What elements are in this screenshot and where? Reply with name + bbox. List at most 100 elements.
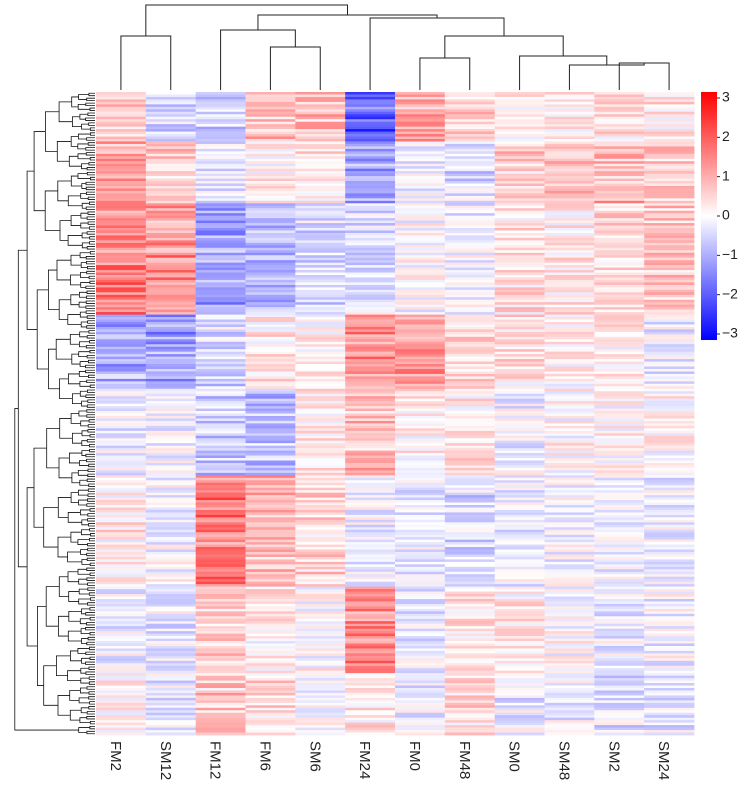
heatmap-cell xyxy=(295,220,346,224)
heatmap-cell xyxy=(594,178,645,182)
heatmap-cell xyxy=(145,653,197,657)
heatmap-cell xyxy=(395,245,446,249)
heatmap-cell xyxy=(245,581,296,585)
heatmap-cell xyxy=(145,556,197,560)
heatmap-cell xyxy=(195,388,246,392)
heatmap-cell xyxy=(594,633,645,637)
heatmap-cell xyxy=(395,472,446,476)
heatmap-cell xyxy=(444,675,496,679)
heatmap-cell xyxy=(96,633,147,637)
heatmap-cell xyxy=(145,339,197,343)
heatmap-cell xyxy=(644,200,695,204)
heatmap-cell xyxy=(245,198,296,202)
heatmap-cell xyxy=(195,571,246,575)
colorbar-tick-label: 1 xyxy=(722,167,730,183)
heatmap-cell xyxy=(544,334,595,338)
heatmap-cell xyxy=(594,519,645,523)
heatmap-cell xyxy=(195,141,246,145)
heatmap-cell xyxy=(444,393,496,397)
column-label-sm0: SM0 xyxy=(506,741,523,772)
heatmap-cell xyxy=(245,532,296,536)
heatmap-cell xyxy=(295,354,346,358)
heatmap-cell xyxy=(494,368,545,372)
heatmap-cell xyxy=(145,104,197,108)
heatmap-cell xyxy=(644,331,695,335)
heatmap-cell xyxy=(145,549,197,553)
heatmap-cell xyxy=(295,643,346,647)
heatmap-cell xyxy=(594,460,645,464)
heatmap-cell xyxy=(494,448,545,451)
heatmap-cell xyxy=(594,561,645,565)
heatmap-cell xyxy=(644,279,695,283)
heatmap-cell xyxy=(444,237,496,241)
heatmap-cell xyxy=(195,223,246,226)
heatmap-cell xyxy=(444,329,496,333)
heatmap-cell xyxy=(295,336,346,340)
heatmap-cell xyxy=(245,603,296,607)
heatmap-cell xyxy=(96,205,147,209)
heatmap-cell xyxy=(494,500,545,503)
heatmap-cell xyxy=(345,477,396,481)
heatmap-cell xyxy=(544,514,595,518)
heatmap-cell xyxy=(145,586,197,590)
heatmap-cell xyxy=(494,314,545,318)
heatmap-cell xyxy=(494,294,545,298)
heatmap-cell xyxy=(345,289,396,293)
heatmap-cell xyxy=(444,584,496,588)
heatmap-cell xyxy=(345,242,396,246)
heatmap-cell xyxy=(644,393,695,397)
heatmap-cell xyxy=(594,579,645,583)
heatmap-cell xyxy=(594,163,645,167)
heatmap-cell xyxy=(444,225,496,229)
heatmap-cell xyxy=(594,524,645,528)
heatmap-cell xyxy=(644,660,695,664)
heatmap-cell xyxy=(544,111,595,115)
heatmap-cell xyxy=(145,626,197,630)
heatmap-cell xyxy=(644,591,695,595)
heatmap-cell xyxy=(96,418,147,422)
heatmap-cell xyxy=(444,618,496,622)
heatmap-cell xyxy=(145,408,197,412)
heatmap-cell xyxy=(96,163,147,167)
heatmap-cell xyxy=(544,440,595,444)
heatmap-cell xyxy=(145,643,197,647)
heatmap-cell xyxy=(145,616,197,620)
heatmap-cell xyxy=(544,470,595,474)
heatmap-cell xyxy=(145,443,197,447)
heatmap-cell xyxy=(345,190,396,194)
heatmap-cell xyxy=(395,460,446,464)
heatmap-cell xyxy=(644,235,695,239)
heatmap-cell xyxy=(644,618,695,622)
heatmap-cell xyxy=(145,527,197,531)
heatmap-cell xyxy=(195,601,246,605)
heatmap-cell xyxy=(295,732,346,736)
heatmap-cell xyxy=(544,715,595,719)
heatmap-cell xyxy=(96,408,147,412)
heatmap-cell xyxy=(395,512,446,516)
heatmap-cell xyxy=(544,519,595,523)
heatmap-cell xyxy=(544,532,595,536)
heatmap-cell xyxy=(345,208,396,212)
heatmap-cell xyxy=(195,326,246,330)
heatmap-cell xyxy=(494,245,545,249)
heatmap-cell xyxy=(295,571,346,575)
heatmap-cell xyxy=(395,453,446,456)
heatmap-cell xyxy=(644,284,695,288)
heatmap-cell xyxy=(444,534,496,538)
heatmap-cell xyxy=(245,173,296,177)
heatmap-cell xyxy=(644,712,695,716)
heatmap-cell xyxy=(96,611,147,615)
heatmap-cell xyxy=(295,707,346,711)
heatmap-cell xyxy=(195,252,246,256)
heatmap-cell xyxy=(96,482,147,486)
heatmap-cell xyxy=(594,492,645,496)
heatmap-cell xyxy=(145,275,197,278)
heatmap-cell xyxy=(145,544,197,548)
heatmap-cell xyxy=(195,361,246,365)
heatmap-cell xyxy=(444,574,496,578)
heatmap-cell xyxy=(96,101,147,105)
heatmap-cell xyxy=(96,648,147,652)
heatmap-cell xyxy=(395,223,446,226)
heatmap-cell xyxy=(644,670,695,674)
heatmap-cell xyxy=(345,101,396,105)
